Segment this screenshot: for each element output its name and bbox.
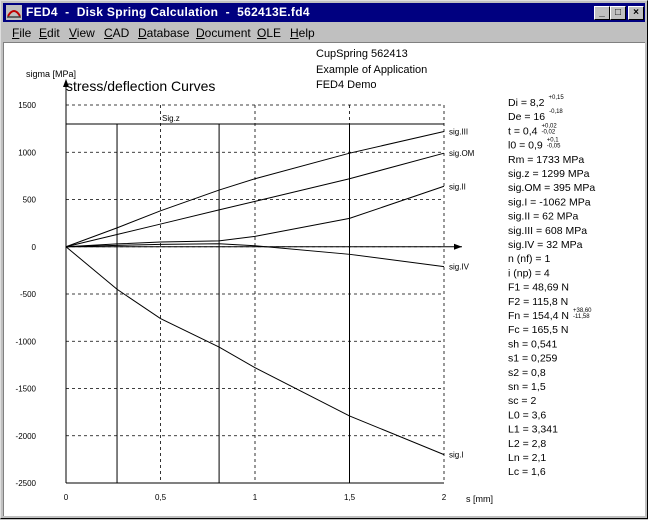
param-tolerance: +0,1 [547,138,560,144]
param-line: s2 = 0,8 [508,367,546,379]
series-label: sig.I [449,451,464,460]
document-area: CupSpring 562413 Example of Application … [3,42,645,516]
param-line: L0 = 3,6 [508,409,546,421]
y-tick-label: 500 [23,196,37,205]
x-axis-label: s [mm] [466,494,493,504]
chart-title: stress/deflection Curves [66,78,215,94]
param-tolerance: +0,15 [548,95,564,101]
y-tick-label: -2000 [16,432,37,441]
header-line-1: CupSpring 562413 [316,48,408,60]
param-line: sig.I = -1062 MPa [508,196,591,208]
param-line: F1 = 48,69 N [508,282,569,294]
param-line: sig.z = 1299 MPa [508,168,590,180]
menu-ole[interactable]: OLE [257,26,282,40]
series-line [65,130,445,248]
menu-database[interactable]: Database [138,26,190,40]
param-line: Rm = 1733 MPa [508,154,584,166]
menu-document[interactable]: Document [196,26,251,40]
y-axis-arrow-icon [63,79,69,87]
minimize-icon: _ [599,7,605,18]
param-line: sig.OM = 395 MPa [508,182,595,194]
menu-cad[interactable]: CAD [104,26,130,40]
param-line: Ln = 2,1 [508,452,546,464]
param-line: Di = 8,2 [508,97,545,109]
series-label: sig.OM [449,149,475,158]
param-line: sig.IV = 32 MPa [508,239,583,251]
series-label: sig.II [449,182,466,191]
maximize-button[interactable]: □ [610,6,626,20]
param-line: t = 0,4 [508,125,538,137]
y-tick-label: 1000 [18,148,36,157]
close-button[interactable]: × [628,6,644,20]
param-line: Fn = 154,4 N [508,310,569,322]
x-tick-label: 1,5 [344,493,356,502]
series-line [65,152,445,248]
param-line: sh = 0,541 [508,338,557,350]
param-line: s1 = 0,259 [508,353,557,365]
menu-view[interactable]: View [69,26,95,40]
param-tolerance: +38,60 [573,308,592,314]
y-tick-label: -1500 [16,385,37,394]
param-line: l0 = 0,9 [508,140,543,152]
series-label: sig.III [449,127,468,136]
series-line [65,185,445,248]
y-axis-label: sigma [MPa] [26,69,76,79]
maximize-icon: □ [614,7,622,18]
param-line: i (np) = 4 [508,267,550,279]
menu-bar: File Edit View CAD Database Document OLE… [3,23,645,42]
y-tick-label: 0 [32,243,37,252]
param-line: sc = 2 [508,395,536,407]
x-tick-label: 0,5 [155,493,167,502]
x-tick-label: 2 [442,493,447,502]
fed4-spring-icon [6,5,22,20]
menu-file[interactable]: File [12,26,32,40]
close-icon: × [633,7,639,18]
y-tick-label: -2500 [16,479,37,488]
param-line: De = 16 [508,111,545,123]
param-line: sn = 1,5 [508,381,546,393]
x-tick-label: 0 [64,493,69,502]
param-tolerance: +0,02 [541,123,557,129]
series-line [65,246,445,456]
menu-edit[interactable]: Edit [39,26,60,40]
header-line-2: Example of Application [316,64,427,76]
param-line: n (nf) = 1 [508,253,550,265]
param-line: F2 = 115,8 N [508,296,568,308]
series-line [65,243,445,268]
param-tolerance: -11,58 [573,314,590,320]
minimize-button[interactable]: _ [594,6,610,20]
y-tick-label: 1500 [18,101,36,110]
param-tolerance: -0,05 [547,144,561,150]
menu-help[interactable]: Help [290,26,315,40]
param-tolerance: -0,18 [549,109,563,115]
header-line-3: FED4 Demo [316,79,377,91]
window-title: FED4 - Disk Spring Calculation - 562413E… [26,5,310,19]
param-line: L1 = 3,341 [508,424,558,436]
series-label: sig.IV [449,263,470,272]
param-line: L2 = 2,8 [508,438,546,450]
title-bar[interactable]: FED4 - Disk Spring Calculation - 562413E… [3,3,645,22]
x-tick-label: 1 [253,493,258,502]
sig-z-label: Sig.z [162,114,180,123]
stress-deflection-chart: CupSpring 562413 Example of Application … [16,48,596,504]
y-tick-label: -500 [20,290,37,299]
param-line: sig.III = 608 MPa [508,225,587,237]
param-line: Fc = 165,5 N [508,324,568,336]
param-line: sig.II = 62 MPa [508,211,578,223]
param-line: Lc = 1,6 [508,466,546,478]
param-tolerance: -0,02 [541,129,555,135]
x-axis-arrow-icon [454,243,462,250]
y-tick-label: -1000 [16,337,37,346]
